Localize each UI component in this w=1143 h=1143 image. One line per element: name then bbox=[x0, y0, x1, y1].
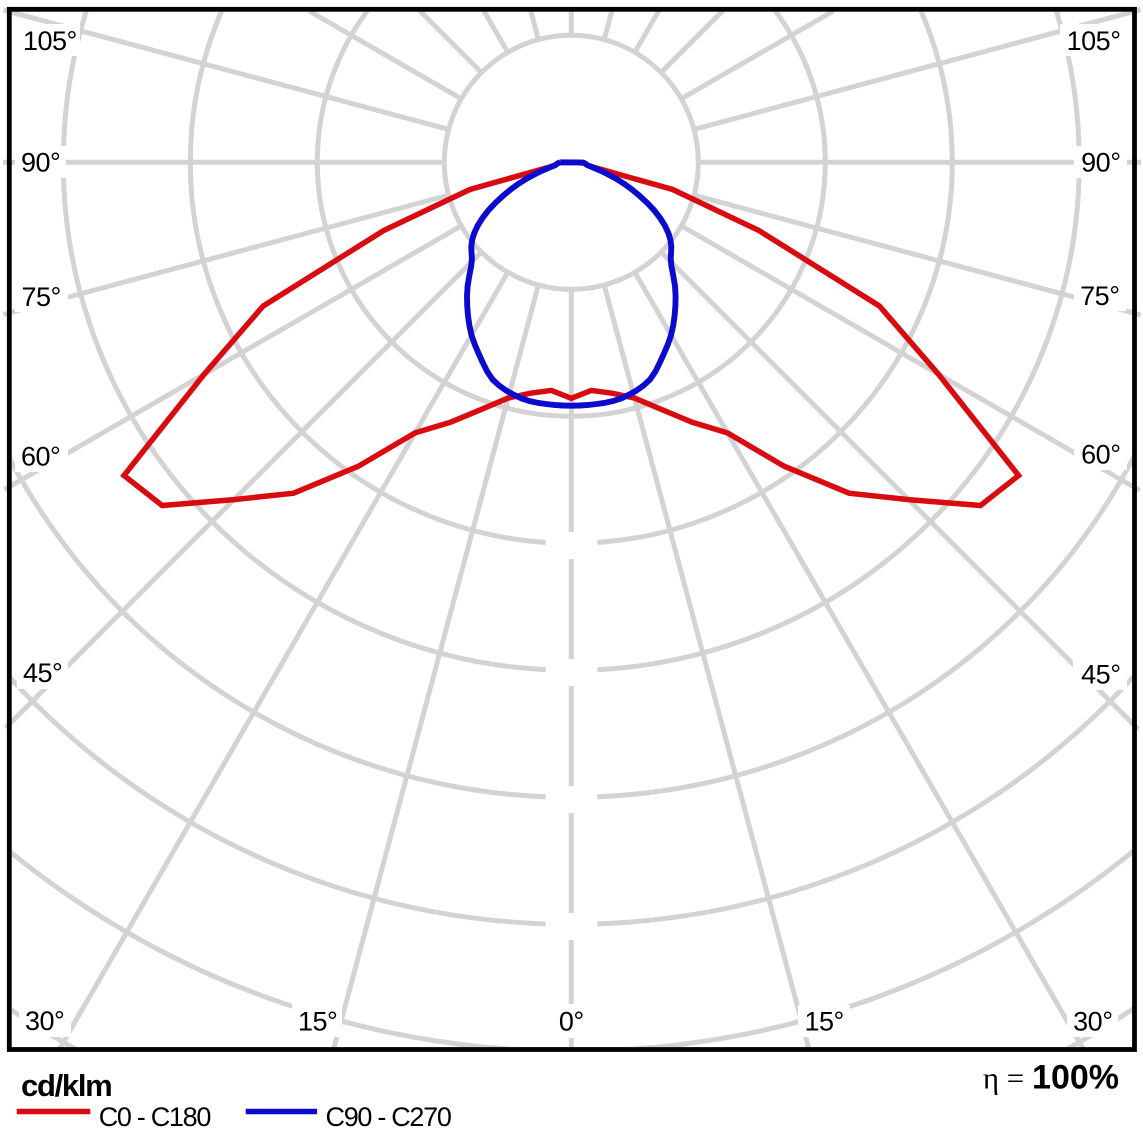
svg-text:90°: 90° bbox=[1081, 148, 1120, 178]
svg-text:η = 100%: η = 100% bbox=[983, 1059, 1119, 1097]
svg-text:60°: 60° bbox=[1081, 440, 1120, 470]
svg-text:105°: 105° bbox=[23, 26, 77, 56]
svg-text:45°: 45° bbox=[1081, 660, 1120, 690]
svg-text:C0 - C180: C0 - C180 bbox=[99, 1102, 211, 1132]
svg-text:45°: 45° bbox=[23, 658, 62, 688]
svg-text:15°: 15° bbox=[805, 1007, 844, 1037]
svg-text:15°: 15° bbox=[298, 1007, 337, 1037]
svg-text:90°: 90° bbox=[21, 148, 60, 178]
svg-text:0°: 0° bbox=[559, 1007, 584, 1037]
svg-text:75°: 75° bbox=[22, 282, 61, 312]
svg-text:30°: 30° bbox=[25, 1006, 64, 1036]
svg-text:60°: 60° bbox=[21, 442, 60, 472]
svg-text:C90 - C270: C90 - C270 bbox=[326, 1102, 451, 1132]
svg-text:105°: 105° bbox=[1067, 26, 1121, 56]
svg-text:30°: 30° bbox=[1073, 1007, 1112, 1037]
svg-text:75°: 75° bbox=[1080, 281, 1119, 311]
svg-text:cd/klm: cd/klm bbox=[21, 1068, 111, 1103]
